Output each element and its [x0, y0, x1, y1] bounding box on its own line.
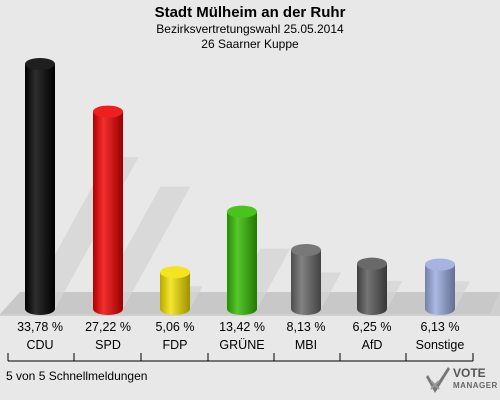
report-count-note: 5 von 5 Schnellmeldungen: [6, 369, 148, 383]
bar-grne: [227, 205, 257, 315]
vote-manager-logo: VOTE MANAGER: [426, 365, 500, 400]
bar-sonstige: [425, 258, 455, 315]
category-label-grne: GRÜNE: [219, 338, 264, 352]
chart-header: Stadt Mülheim an der Ruhr Bezirksvertret…: [0, 4, 500, 52]
category-label-sonstige: Sonstige: [416, 338, 465, 352]
bar-mbi: [291, 244, 321, 315]
bar-afd: [357, 257, 387, 315]
value-label-sonstige: 6,13 %: [421, 320, 460, 334]
value-label-spd: 27,22 %: [85, 320, 131, 334]
value-label-fdp: 5,06 %: [156, 320, 195, 334]
value-label-afd: 6,25 %: [353, 320, 392, 334]
chart-title: Stadt Mülheim an der Ruhr: [154, 4, 346, 21]
value-label-mbi: 8,13 %: [287, 320, 326, 334]
value-label-cdu: 33,78 %: [17, 320, 63, 334]
logo-text-vote: VOTE: [453, 366, 486, 380]
category-label-mbi: MBI: [295, 338, 317, 352]
bar-cdu: [25, 58, 55, 315]
category-label-cdu: CDU: [26, 338, 53, 352]
vote-check-icon: [426, 367, 450, 393]
category-label-spd: SPD: [95, 338, 121, 352]
bar-fdp: [160, 266, 190, 315]
chart-subtitle-election: Bezirksvertretungswahl 25.05.2014: [156, 22, 344, 36]
category-label-afd: AfD: [362, 338, 383, 352]
category-label-fdp: FDP: [163, 338, 188, 352]
value-label-grne: 13,42 %: [219, 320, 265, 334]
chart-subtitle-district: 26 Saarner Kuppe: [201, 37, 299, 51]
logo-text-manager: MANAGER: [453, 381, 498, 390]
bar-spd: [93, 105, 123, 315]
